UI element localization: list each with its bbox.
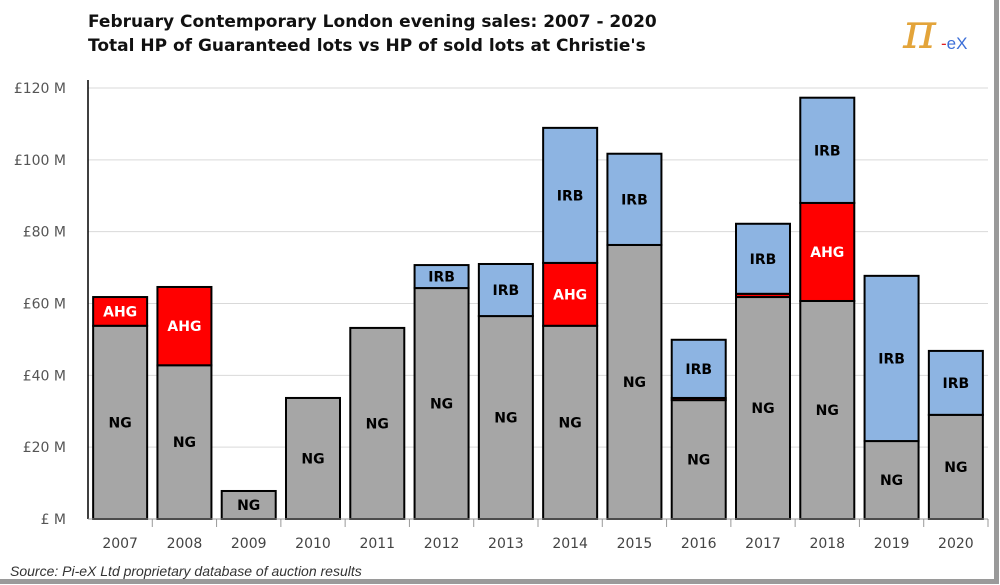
x-tick-label: 2020 [938, 536, 974, 552]
x-tick-label: 2008 [167, 536, 203, 552]
bar-irb-2016 [670, 338, 727, 399]
x-tick-label: 2017 [745, 536, 781, 552]
chart-title: February Contemporary London evening sal… [88, 10, 657, 58]
bar-irb-2019 [863, 274, 920, 443]
x-tick-label: 2015 [617, 536, 653, 552]
bar-label: NG [751, 401, 774, 417]
bar-label: IRB [493, 283, 520, 299]
x-tick-label: 2013 [488, 536, 524, 552]
bar-ng-2017 [735, 296, 791, 520]
logo-pi-symbol: π [903, 2, 936, 60]
bar-ng-2018 [799, 299, 856, 520]
bar-label: IRB [685, 362, 712, 378]
title-line-1: February Contemporary London evening sal… [88, 12, 657, 32]
bar-label: AHG [810, 245, 844, 261]
y-tick-label: £40 M [23, 368, 66, 384]
bar-label: NG [366, 416, 389, 432]
bar-ng-2012 [413, 287, 470, 521]
bar-label: NG [301, 451, 324, 467]
x-tick-label: 2014 [552, 536, 588, 552]
bar-irb-2013 [477, 262, 534, 318]
x-tick-label: 2019 [874, 536, 910, 552]
bar-ng-2009 [220, 489, 277, 520]
bar-label: NG [944, 460, 967, 476]
bar-ahg-2007 [92, 296, 149, 327]
bar-label: NG [173, 435, 196, 451]
x-tick-label: 2009 [231, 536, 267, 552]
bar-irb-2012 [413, 264, 470, 290]
bar-label: IRB [750, 252, 777, 268]
bar-label: AHG [553, 287, 587, 303]
pi-ex-logo: π -eX [903, 2, 983, 62]
x-tick-label: 2007 [102, 536, 138, 552]
bar-label: NG [687, 453, 710, 469]
bar-irb-2014 [542, 126, 599, 264]
bar-label: IRB [943, 376, 970, 392]
bar-label: IRB [557, 188, 584, 204]
bar-irb-2015 [606, 152, 663, 246]
y-tick-label: £80 M [23, 225, 66, 241]
bar-label: NG [623, 375, 646, 391]
bar-label: IRB [814, 143, 841, 159]
bar-ahg-2008 [156, 285, 213, 367]
bar-label: NG [430, 397, 453, 413]
bar-label: NG [816, 403, 839, 419]
y-tick-label: £100 M [14, 153, 66, 169]
logo-text: -eX [941, 34, 968, 53]
bar-label: NG [880, 473, 903, 489]
bar-ahg-2014 [542, 261, 599, 327]
bar-ng-2007 [92, 324, 149, 521]
bar-label: NG [559, 415, 582, 431]
y-tick-label: £ M [41, 512, 66, 528]
y-tick-label: £120 M [14, 81, 66, 97]
bar-label: IRB [621, 192, 648, 208]
y-tick-label: £60 M [23, 297, 66, 313]
bar-ng-2010 [285, 396, 341, 521]
bar-ng-2013 [477, 315, 534, 520]
x-tick-label: 2011 [359, 536, 395, 552]
bar-label: IRB [878, 351, 905, 367]
title-line-2: Total HP of Guaranteed lots vs HP of sol… [88, 36, 646, 56]
bar-label: NG [237, 498, 260, 514]
bar-irb-2018 [799, 96, 856, 204]
bar-ahg-2018 [799, 201, 856, 302]
bar-label: IRB [428, 270, 455, 286]
bar-ng-2015 [606, 243, 663, 520]
bar-label: NG [109, 415, 132, 431]
bar-irb-2020 [927, 349, 984, 416]
x-tick-label: 2018 [809, 536, 845, 552]
bar-ng-2011 [349, 326, 406, 520]
bar-label: AHG [103, 304, 137, 320]
x-tick-label: 2010 [295, 536, 331, 552]
x-tick-label: 2012 [424, 536, 460, 552]
x-tick-label: 2016 [681, 536, 717, 552]
stacked-bar-chart: £ M £20 M £40 M £60 M £80 M £100 M £120 M NG AHG… [14, 80, 989, 552]
bar-label: NG [494, 411, 517, 427]
y-tick-label: £20 M [23, 440, 66, 456]
bar-irb-2017 [735, 222, 791, 295]
bar-label: AHG [167, 319, 201, 335]
source-note: Source: Pi-eX Ltd proprietary database o… [10, 563, 362, 579]
